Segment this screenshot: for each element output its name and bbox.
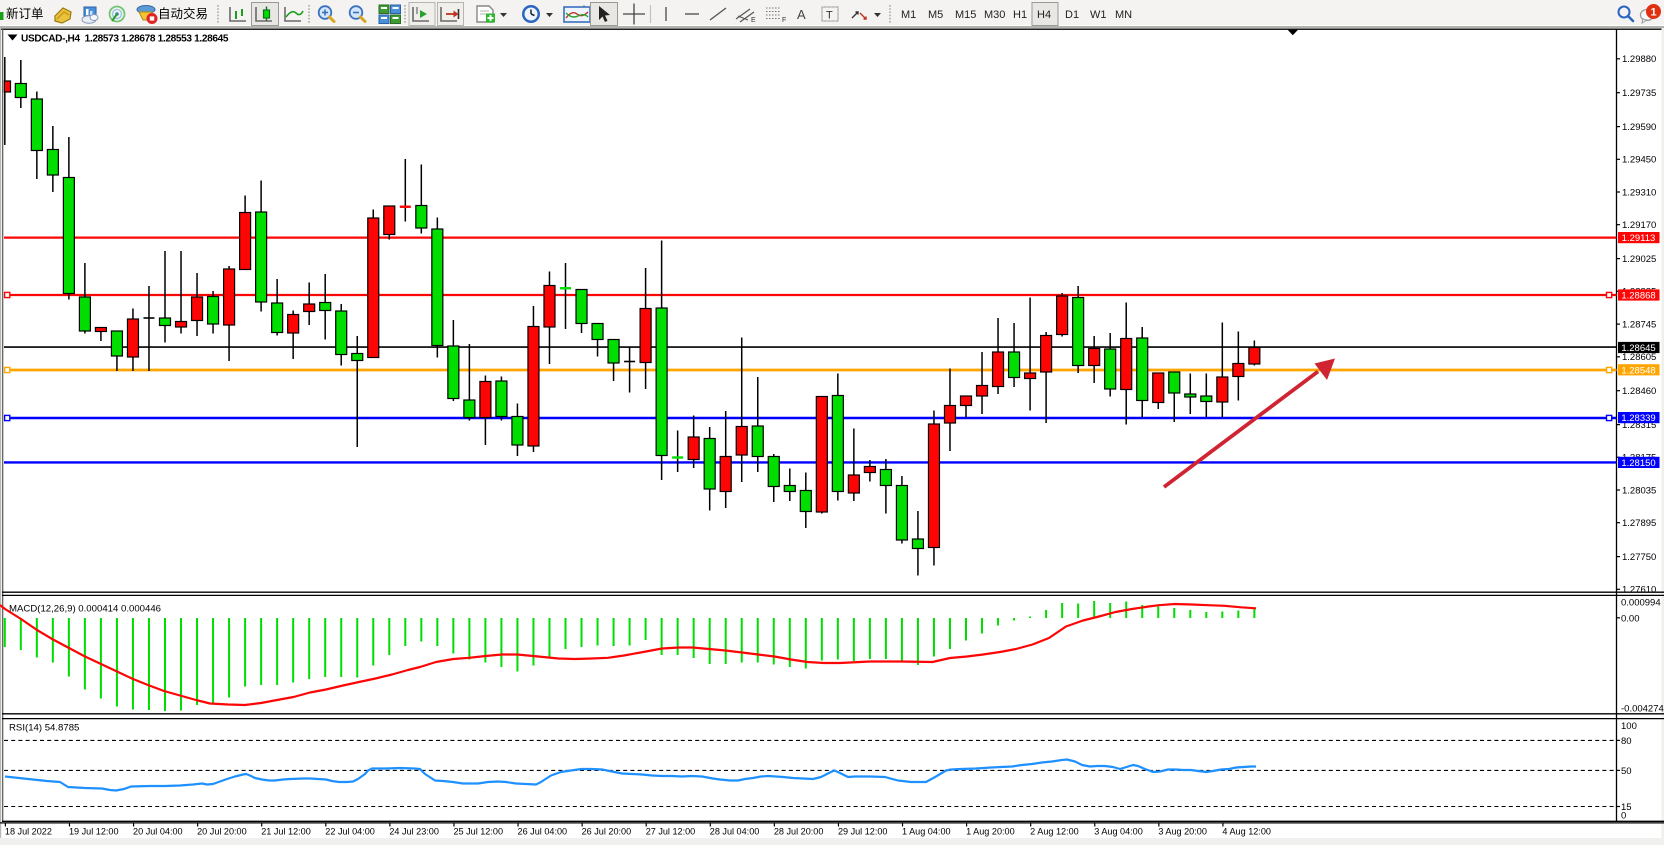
svg-text:MN: MN [1115,9,1132,21]
svg-text:E: E [751,17,756,24]
svg-text:1.28645: 1.28645 [1621,343,1655,354]
svg-text:25 Jul 12:00: 25 Jul 12:00 [453,827,503,837]
svg-text:22 Jul 04:00: 22 Jul 04:00 [325,827,375,837]
svg-text:1.29450: 1.29450 [1622,155,1656,166]
svg-text:27 Jul 12:00: 27 Jul 12:00 [646,827,696,837]
svg-text:M5: M5 [928,9,943,21]
svg-text:1.28548: 1.28548 [1621,365,1655,376]
svg-text:1.28605: 1.28605 [1622,352,1656,363]
svg-text:20 Jul 04:00: 20 Jul 04:00 [133,827,183,837]
svg-text:-0.004274: -0.004274 [1621,704,1664,715]
svg-text:2 Aug 12:00: 2 Aug 12:00 [1030,827,1079,837]
svg-text:1.29590: 1.29590 [1622,122,1656,133]
svg-text:1.29880: 1.29880 [1622,54,1656,65]
svg-text:1.29310: 1.29310 [1622,187,1656,198]
svg-text:29 Jul 12:00: 29 Jul 12:00 [838,827,888,837]
svg-text:H1: H1 [1013,9,1027,21]
svg-text:1.27610: 1.27610 [1622,585,1656,596]
svg-text:0: 0 [1621,811,1626,822]
svg-text:1.28150: 1.28150 [1621,458,1655,469]
svg-text:0.000994: 0.000994 [1621,597,1661,608]
svg-text:RSI(14) 54.8785: RSI(14) 54.8785 [9,723,79,734]
svg-text:18 Jul 2022: 18 Jul 2022 [5,827,52,837]
svg-text:1 Aug 04:00: 1 Aug 04:00 [902,827,951,837]
svg-text:20 Jul 20:00: 20 Jul 20:00 [197,827,247,837]
svg-text:1.29170: 1.29170 [1622,220,1656,231]
svg-text:D1: D1 [1065,9,1079,21]
svg-text:1.27895: 1.27895 [1622,518,1656,529]
svg-text:3 Aug 20:00: 3 Aug 20:00 [1158,827,1207,837]
svg-text:1: 1 [1650,7,1656,19]
svg-text:15: 15 [1621,802,1632,813]
svg-text:1.27750: 1.27750 [1622,552,1656,563]
svg-text:W1: W1 [1090,9,1107,21]
svg-text:26 Jul 04:00: 26 Jul 04:00 [518,827,568,837]
svg-text:80: 80 [1621,736,1632,747]
svg-text:1.29025: 1.29025 [1622,254,1656,265]
svg-text:1.28339: 1.28339 [1621,413,1655,424]
svg-text:M1: M1 [901,9,916,21]
svg-text:1.28868: 1.28868 [1621,291,1655,302]
svg-text:M30: M30 [984,9,1005,21]
svg-text:自动交易: 自动交易 [158,6,208,21]
svg-text:100: 100 [1621,721,1637,732]
svg-text:26 Jul 20:00: 26 Jul 20:00 [582,827,632,837]
svg-text:1.29735: 1.29735 [1622,88,1656,99]
svg-text:H4: H4 [1037,9,1051,21]
svg-text:T: T [826,10,833,22]
svg-text:A: A [797,7,806,22]
svg-text:1.28745: 1.28745 [1622,320,1656,331]
svg-text:28 Jul 04:00: 28 Jul 04:00 [710,827,760,837]
svg-text:50: 50 [1621,766,1632,777]
svg-text:19 Jul 12:00: 19 Jul 12:00 [69,827,119,837]
svg-text:1 Aug 20:00: 1 Aug 20:00 [966,827,1015,837]
svg-text:新订单: 新订单 [6,6,44,21]
svg-text:0.00: 0.00 [1621,613,1640,624]
svg-text:M15: M15 [955,9,976,21]
svg-text:MACD(12,26,9) 0.000414 0.00044: MACD(12,26,9) 0.000414 0.000446 [9,604,161,615]
svg-text:1.28460: 1.28460 [1622,386,1656,397]
svg-text:3 Aug 04:00: 3 Aug 04:00 [1094,827,1143,837]
svg-text:4 Aug 12:00: 4 Aug 12:00 [1222,827,1271,837]
svg-text:24 Jul 23:00: 24 Jul 23:00 [389,827,439,837]
svg-text:F: F [782,17,786,24]
svg-text:1.28315: 1.28315 [1622,420,1656,431]
svg-text:28 Jul 20:00: 28 Jul 20:00 [774,827,824,837]
svg-text:1.28035: 1.28035 [1622,485,1656,496]
svg-text:1.29113: 1.29113 [1622,233,1656,244]
svg-text:21 Jul 12:00: 21 Jul 12:00 [261,827,311,837]
svg-text:USDCAD-,H4 1.28573 1.28678 1.: USDCAD-,H4 1.28573 1.28678 1.28553 1.286… [21,34,229,45]
